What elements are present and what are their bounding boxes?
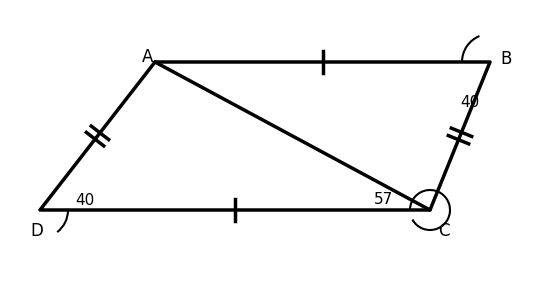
Text: B: B [500, 50, 511, 68]
Text: 40: 40 [460, 95, 479, 110]
Text: A: A [142, 48, 154, 66]
Text: C: C [438, 222, 450, 240]
Text: 40: 40 [75, 193, 94, 208]
Text: D: D [30, 222, 43, 240]
Text: 57: 57 [374, 192, 393, 207]
